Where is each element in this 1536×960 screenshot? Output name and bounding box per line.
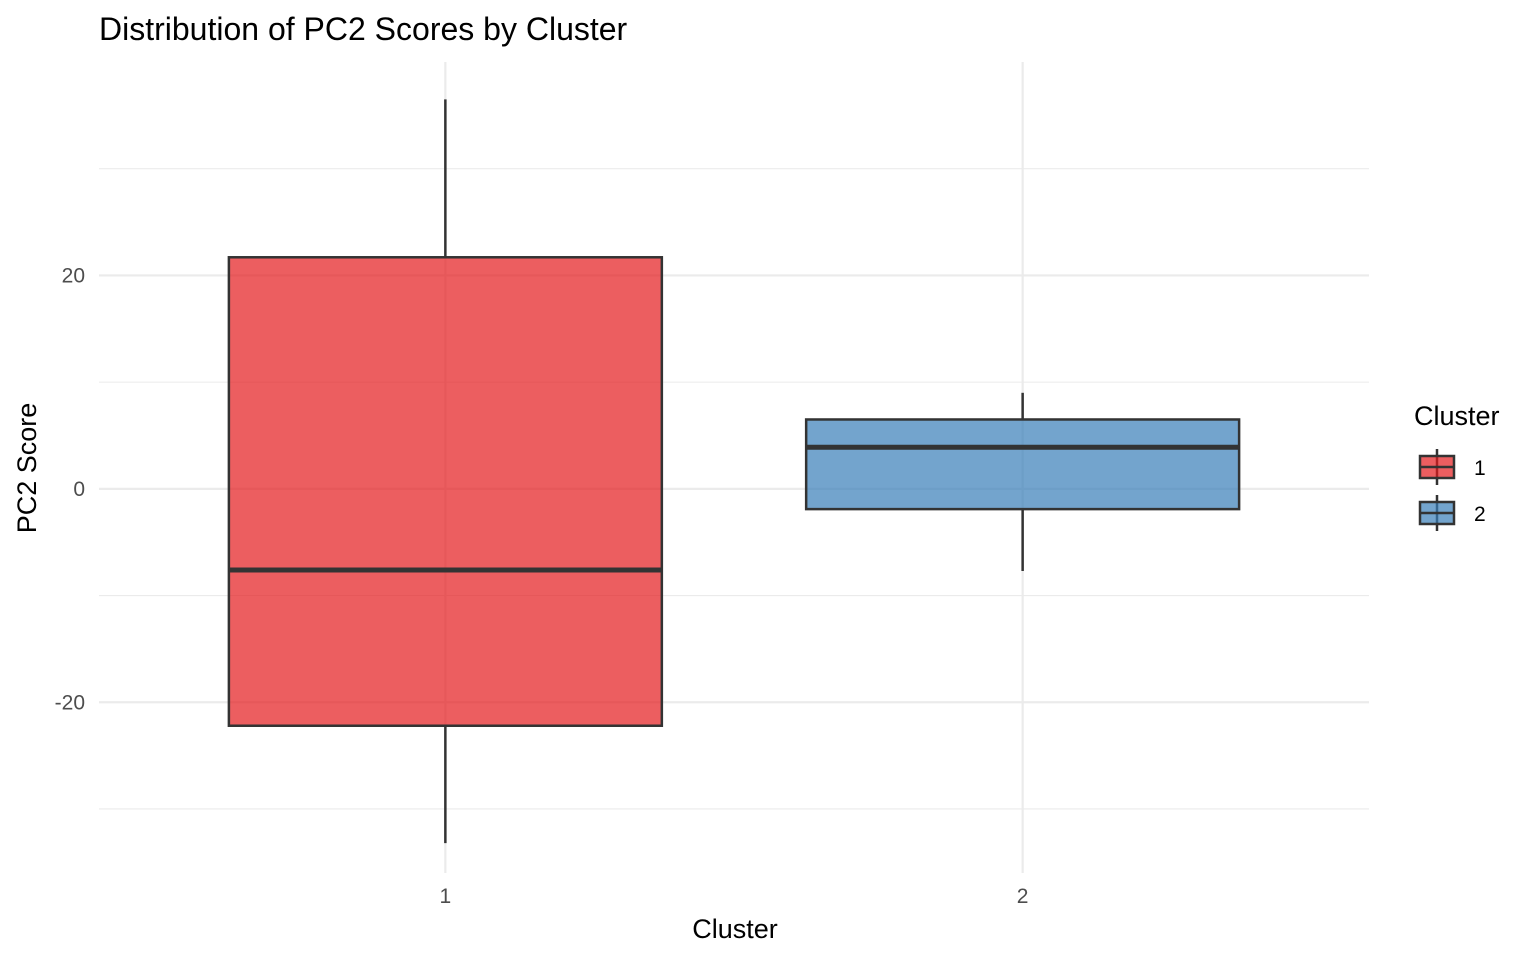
legend-item-2: 2 bbox=[1418, 495, 1486, 531]
legend-label: 2 bbox=[1474, 503, 1486, 526]
x-tick-label: 1 bbox=[440, 885, 452, 908]
y-axis-title: PC2 Score bbox=[12, 403, 42, 534]
chart-title: Distribution of PC2 Scores by Cluster bbox=[99, 11, 628, 47]
legend-label: 1 bbox=[1474, 457, 1486, 480]
box-1 bbox=[227, 99, 664, 844]
legend: Cluster 1 2 bbox=[1414, 401, 1500, 531]
y-tick-labels: -20 0 20 bbox=[55, 264, 85, 714]
y-tick-label: 0 bbox=[73, 478, 85, 501]
iqr-box bbox=[227, 256, 664, 727]
x-axis-title: Cluster bbox=[692, 914, 778, 944]
legend-title: Cluster bbox=[1414, 401, 1500, 431]
iqr-box bbox=[804, 418, 1241, 511]
y-tick-label: -20 bbox=[55, 691, 85, 714]
boxes bbox=[227, 99, 1241, 844]
legend-item-1: 1 bbox=[1418, 449, 1486, 485]
y-tick-label: 20 bbox=[62, 264, 85, 287]
box-2 bbox=[804, 392, 1241, 572]
x-tick-label: 2 bbox=[1017, 885, 1029, 908]
